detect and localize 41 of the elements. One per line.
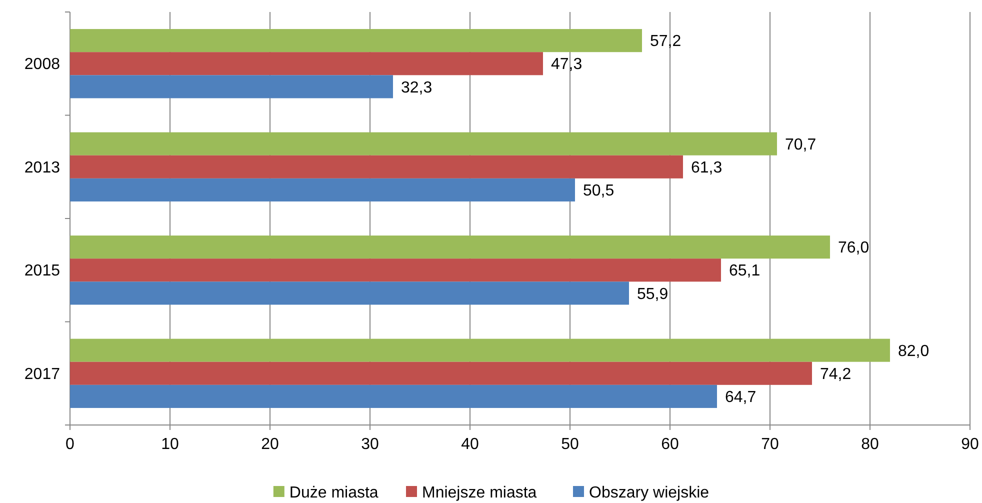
legend-label: Obszary wiejskie: [589, 484, 710, 502]
data-label: 70,7: [785, 136, 816, 154]
x-tick-label: 40: [461, 436, 479, 453]
x-tick-label: 90: [961, 436, 979, 453]
y-tick-label: 2013: [24, 159, 60, 176]
bar: [70, 338, 890, 362]
y-tick-label: 2017: [24, 366, 60, 383]
data-label: 65,1: [729, 262, 760, 280]
data-label: 76,0: [838, 240, 870, 257]
data-label: 74,2: [820, 366, 852, 383]
data-label: 57,2: [650, 33, 682, 50]
legend-label: Mniejsze miasta: [422, 484, 537, 502]
data-label: 50,5: [583, 182, 614, 200]
y-tick-label: 2008: [24, 56, 60, 74]
data-label: 47,3: [551, 56, 582, 74]
x-tick-label: 60: [661, 436, 679, 453]
bar: [70, 75, 393, 98]
x-tick-label: 30: [361, 436, 379, 453]
legend-label: Duże miasta: [289, 484, 378, 502]
x-tick-label: 50: [561, 436, 579, 453]
bar: [70, 29, 642, 52]
bar: [70, 362, 812, 385]
x-tick-label: 80: [861, 436, 879, 453]
x-tick-label: 10: [161, 436, 179, 453]
bar: [70, 132, 777, 156]
bar: [70, 178, 575, 202]
data-label: 32,3: [401, 79, 432, 96]
data-label: 64,7: [725, 389, 756, 406]
x-tick-label: 0: [66, 436, 75, 453]
data-label: 61,3: [691, 159, 722, 176]
bar: [70, 155, 683, 178]
bar: [70, 258, 721, 282]
bar: [70, 384, 717, 408]
x-tick-label: 70: [761, 436, 779, 453]
y-tick-label: 2015: [24, 262, 60, 280]
data-label: 82,0: [898, 342, 930, 360]
bar: [70, 282, 629, 305]
bar: [70, 236, 830, 259]
data-label: 55,9: [637, 286, 668, 303]
x-tick-label: 20: [261, 436, 279, 453]
bar: [70, 52, 543, 76]
